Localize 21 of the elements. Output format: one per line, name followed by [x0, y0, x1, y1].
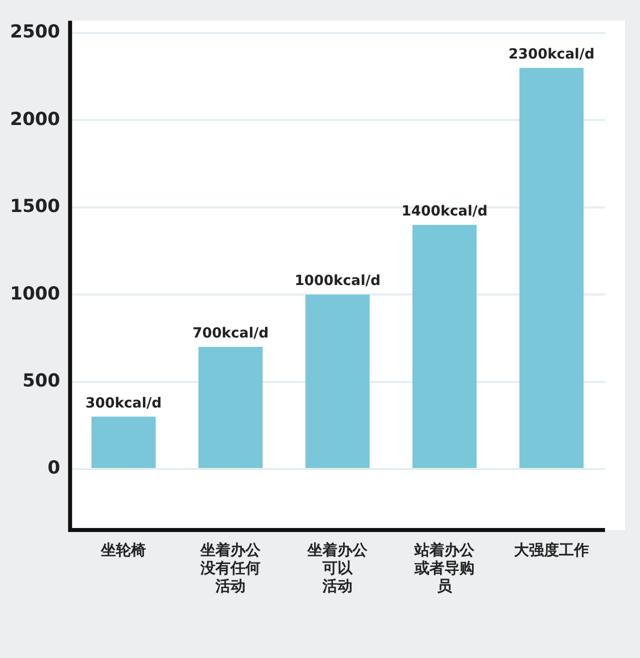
bar: [305, 294, 370, 468]
x-tick-label: 坐轮椅: [100, 540, 146, 559]
bar: [198, 346, 263, 468]
y-tick-label: 500: [22, 370, 60, 392]
bar: [519, 68, 584, 468]
data-label: 2300kcal/d: [508, 46, 594, 63]
x-tick-label: 坐着办公没有任何活动: [200, 540, 262, 595]
bar: [91, 416, 156, 468]
x-tick-label: 坐着办公可以活动: [306, 540, 369, 595]
y-tick-label: 1000: [10, 283, 60, 304]
bar: [412, 224, 477, 468]
x-tick-label: 站着办公或者导购员: [414, 540, 476, 595]
data-label: 700kcal/d: [192, 326, 269, 342]
data-label: 300kcal/d: [85, 395, 162, 412]
y-tick-label: 2500: [10, 22, 60, 43]
y-tick-label: 0: [48, 458, 60, 479]
data-label: 1000kcal/d: [294, 273, 381, 290]
y-tick-label: 1500: [10, 196, 60, 218]
y-tick-label: 2000: [10, 108, 60, 130]
data-label: 1400kcal/d: [402, 203, 488, 220]
x-tick-label: 大强度工作: [514, 540, 590, 559]
